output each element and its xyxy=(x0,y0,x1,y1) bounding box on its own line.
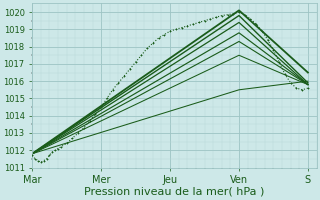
X-axis label: Pression niveau de la mer( hPa ): Pression niveau de la mer( hPa ) xyxy=(84,187,265,197)
